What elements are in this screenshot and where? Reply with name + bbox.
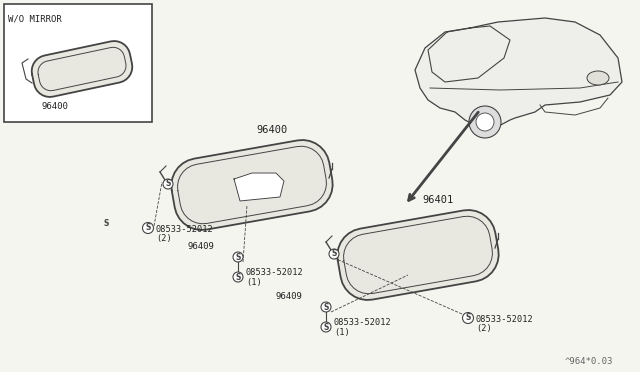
Text: 96400: 96400	[257, 125, 287, 135]
Text: 08533-52012: 08533-52012	[246, 268, 304, 277]
Text: (1): (1)	[334, 328, 349, 337]
Text: 08533-52012: 08533-52012	[334, 318, 392, 327]
Polygon shape	[337, 210, 499, 300]
Text: S: S	[145, 224, 150, 232]
Text: S: S	[323, 302, 329, 311]
Text: ^964*0.03: ^964*0.03	[565, 357, 613, 366]
Ellipse shape	[587, 71, 609, 85]
Text: 08533-52012: 08533-52012	[476, 314, 534, 324]
Polygon shape	[172, 140, 333, 230]
Text: W/O MIRROR: W/O MIRROR	[8, 15, 61, 24]
Bar	[4, 4, 152, 122]
Text: S: S	[332, 250, 337, 259]
Text: (1): (1)	[246, 278, 262, 287]
Polygon shape	[234, 173, 284, 201]
Circle shape	[321, 322, 331, 332]
Circle shape	[463, 312, 474, 324]
Text: S: S	[165, 180, 171, 189]
Circle shape	[476, 113, 494, 131]
Text: 96409: 96409	[276, 292, 303, 301]
Circle shape	[143, 222, 154, 234]
Circle shape	[321, 302, 331, 312]
Text: 96400: 96400	[42, 102, 69, 111]
Circle shape	[163, 179, 173, 189]
Circle shape	[233, 272, 243, 282]
Text: (2): (2)	[476, 324, 492, 333]
Text: S: S	[323, 323, 329, 331]
Text: (2): (2)	[156, 234, 172, 243]
Text: 08533-52012: 08533-52012	[156, 224, 214, 234]
Polygon shape	[415, 18, 622, 128]
Circle shape	[233, 252, 243, 262]
Text: S: S	[236, 253, 241, 262]
Circle shape	[329, 249, 339, 259]
Polygon shape	[32, 41, 132, 97]
Text: S: S	[236, 273, 241, 282]
Text: 96401: 96401	[422, 195, 454, 205]
Text: 96409: 96409	[188, 242, 215, 251]
Text: S: S	[103, 219, 109, 228]
Circle shape	[469, 106, 501, 138]
Text: S: S	[465, 314, 470, 323]
